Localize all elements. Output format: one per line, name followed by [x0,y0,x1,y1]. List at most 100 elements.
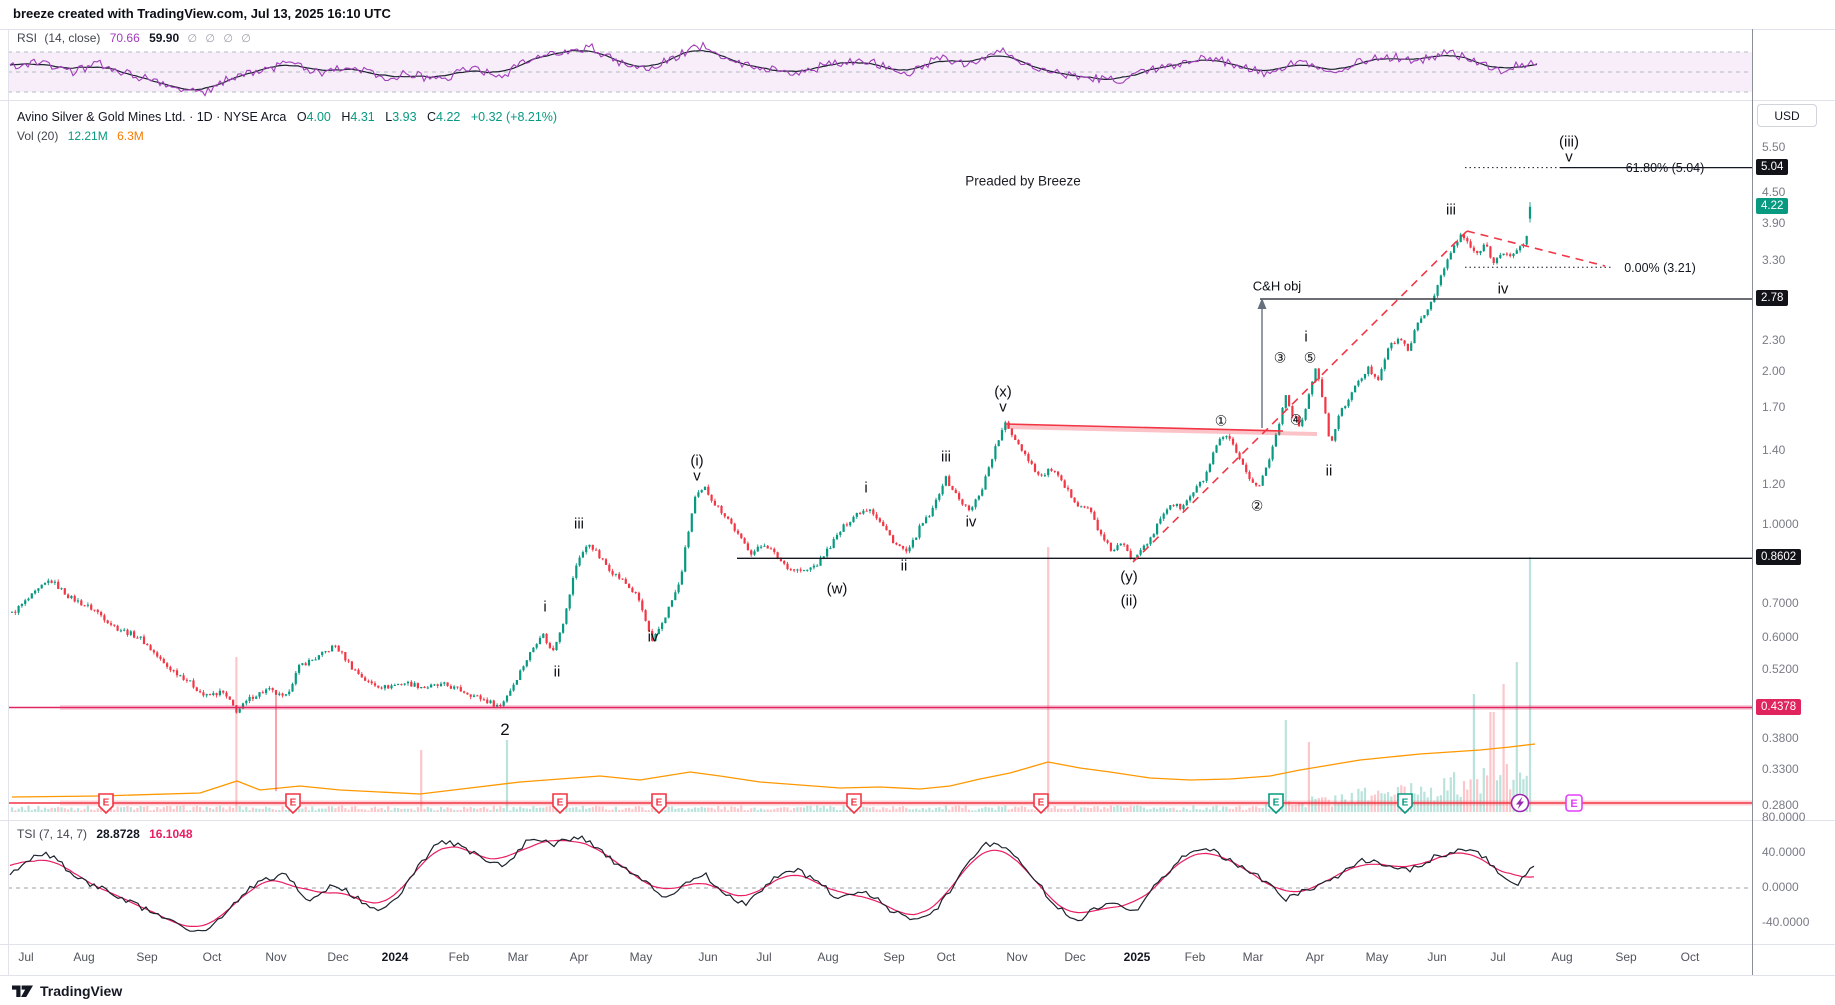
price-tick: 1.70 [1762,399,1786,414]
falling-dashed-trendline[interactable] [1466,230,1606,267]
pane-divider[interactable] [0,820,1835,821]
price-tick: 0.6000 [1762,629,1799,644]
wave-label[interactable]: iii [1446,201,1456,219]
wave-label[interactable]: ii [900,557,908,575]
event-badge-4[interactable]: E [651,793,667,815]
wave-label[interactable]: (ii) [1120,592,1138,610]
wave-label[interactable]: iv [965,513,977,531]
hidden-plot-icon[interactable]: ∅ [205,33,216,45]
svg-text:E: E [1273,798,1280,809]
price-tick: 1.0000 [1762,517,1799,531]
wave-label[interactable]: ⑤ [1303,349,1317,366]
resistance-trendline[interactable] [1004,423,1284,432]
wave-label[interactable]: ④ [1289,411,1303,428]
price-tick: 0.3300 [1762,762,1799,776]
price-tick: 0.2800 [1762,798,1799,813]
time-label: Feb [1184,950,1206,964]
time-label: Sep [883,950,905,964]
event-badge-10[interactable]: E [1565,794,1583,812]
wave-label[interactable]: ii [553,663,561,681]
left-edge-line [8,29,9,975]
wave-label[interactable]: (y) [1120,568,1138,586]
rsi-legend-title[interactable]: RSI [17,31,38,45]
event-badge-5[interactable]: E [846,793,862,815]
wave-label[interactable]: 2 [500,720,510,739]
wave-label[interactable]: iii [941,448,951,466]
time-label: Aug [817,950,839,964]
wave-label[interactable]: (iii) [1559,133,1579,151]
pane-divider [0,944,1835,945]
change-value: +0.32 (+8.21%) [470,110,558,124]
price-tick: 1.40 [1762,442,1786,457]
event-badge-7[interactable]: E [1268,793,1284,815]
rsi-line [9,41,1538,97]
fib-level-label[interactable]: 61.80% (5.04) [1625,161,1705,175]
tradingview-logo[interactable]: TradingView [12,983,122,999]
price-tick: 2.30 [1762,332,1786,347]
pane-divider [0,29,1835,30]
wave-label[interactable]: i [543,598,547,616]
wave-label[interactable]: i [864,479,868,497]
hidden-plot-icon[interactable]: ∅ [187,33,198,45]
time-label: May [1365,950,1389,964]
rsi-legend-params: (14, close) [44,31,101,45]
wave-label[interactable]: i [1304,328,1308,346]
wave-label[interactable]: iv [1497,280,1509,298]
high-label: H4.31 [341,110,375,124]
price-tick: 3.90 [1762,216,1786,231]
price-axis-border[interactable] [1752,29,1753,975]
currency-button[interactable]: USD [1757,104,1817,127]
time-label: Jul [1490,950,1506,964]
time-label: Jun [698,950,718,964]
event-badge-9[interactable] [1510,793,1530,813]
event-badge-3[interactable]: E [552,793,568,815]
rsi-legend: RSI (14, close) 70.66 59.90 ∅ ∅ ∅ ∅ [17,31,251,45]
chart-header-note: breeze created with TradingView.com, Jul… [13,6,391,21]
resistance-trendline-ghost[interactable] [1005,425,1318,436]
svg-text:E: E [1038,798,1045,809]
pane-divider[interactable] [0,100,1835,101]
wave-label[interactable]: ii [1325,462,1333,480]
tsi-signal-value: 16.1048 [149,827,193,841]
time-label: Oct [1680,950,1700,964]
wave-label[interactable]: iii [574,515,584,533]
wave-label[interactable]: iv [647,628,659,646]
event-badge-6[interactable]: E [1033,793,1049,815]
svg-text:E: E [103,798,110,809]
wave-label[interactable]: v [693,467,701,485]
low-value: 3.93 [392,110,417,124]
volume-ma-value: 6.3M [117,129,144,143]
wave-label[interactable]: (x) [994,383,1012,401]
wave-label[interactable]: ① [1214,412,1228,429]
time-label: 2025 [1123,950,1151,964]
price-label-0.8602: 0.8602 [1756,549,1802,566]
time-label: Jul [18,950,34,964]
event-badge-8[interactable]: E [1397,793,1413,815]
event-badge-1[interactable]: E [98,793,114,815]
price-label-2.78: 2.78 [1756,290,1789,307]
tsi-legend-title[interactable]: TSI (7, 14, 7) [17,827,88,841]
wave-label[interactable]: (i) [690,452,704,470]
event-badge-2[interactable]: E [285,793,301,815]
wave-label[interactable]: ③ [1273,349,1287,366]
symbol-legend: Avino Silver & Gold Mines Ltd. · 1D · NY… [17,110,557,124]
time-label: Mar [507,950,529,964]
wave-label[interactable]: (w) [826,580,848,598]
fib-level-label[interactable]: 0.00% (3.21) [1624,261,1696,275]
hidden-plot-icon[interactable]: ∅ [223,33,233,45]
tsi-value: 28.8728 [96,827,140,841]
ch-obj-arrowhead [1257,298,1267,309]
wave-label[interactable]: ② [1250,497,1264,514]
wave-label[interactable]: C&H obj [1252,278,1302,294]
price-tick: 4.50 [1762,184,1786,199]
price-tick: 1.20 [1762,476,1786,491]
svg-text:E: E [851,798,858,809]
open-value: 4.00 [306,110,331,124]
hidden-plot-icon[interactable]: ∅ [241,33,251,45]
wave-label[interactable]: v [1565,148,1573,166]
wave-label[interactable]: v [999,398,1007,416]
time-label: Nov [1006,950,1028,964]
volume-legend-title[interactable]: Vol (20) [17,129,59,143]
symbol-title[interactable]: Avino Silver & Gold Mines Ltd. · 1D · NY… [17,110,287,124]
